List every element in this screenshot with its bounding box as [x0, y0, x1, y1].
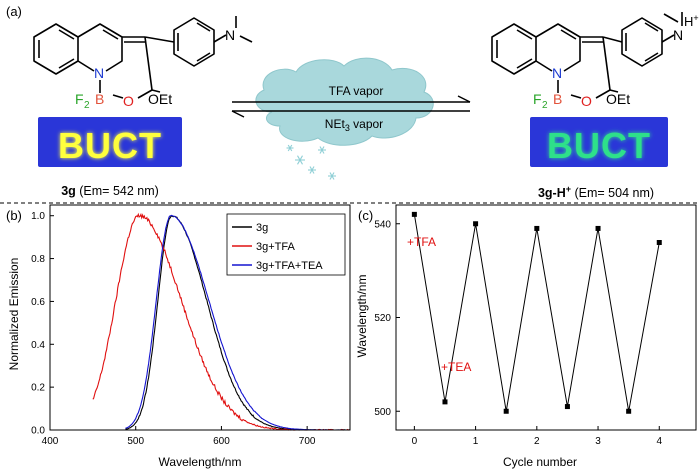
right-fluorescence-plate: BUCT [530, 117, 668, 167]
right-amine-n: N [673, 27, 683, 43]
panel-c-x-axis-label: Cycle number [503, 455, 577, 469]
panel-b-x-tick-label: 400 [42, 436, 59, 447]
panel-c-annotation-tea: +TEA [441, 360, 471, 374]
panel-c-data-point [656, 240, 662, 245]
panel-c-data-point [534, 225, 540, 231]
panel-c-x-tick-label: 0 [412, 436, 418, 447]
panel-c-data-point [411, 211, 417, 217]
right-molecule-atoms: N F 2 B O OEt N H+ [533, 13, 699, 111]
panel-c-data-point [564, 404, 570, 410]
panel-c-label: (c) [358, 208, 373, 223]
panel-a: (a) [6, 4, 699, 200]
left-fluorescence-plate: BUCT [38, 117, 182, 167]
left-plate-text: BUCT [58, 125, 162, 166]
panel-b-x-tick-label: 500 [127, 436, 144, 447]
left-amine-n: N [225, 27, 235, 43]
panel-c-ticks: 0 1 2 3 4 500 520 540 [374, 219, 662, 447]
right-f-atom: F [533, 91, 542, 107]
left-caption: 3g (Em= 542 nm) [61, 184, 159, 198]
right-o-atom: O [581, 93, 592, 109]
panel-c-data-point [626, 408, 632, 414]
panel-c-annotation-tfa: +TFA [407, 235, 436, 249]
panel-b-plot-frame [49, 204, 351, 431]
equilibrium-arrows [231, 95, 471, 118]
arrow-top-label: TFA vapor [329, 84, 384, 98]
panel-c-x-tick-label: 4 [656, 436, 662, 447]
panel-c-data-point [473, 221, 479, 227]
panel-b-legend-label: 3g+TFA [256, 241, 295, 253]
right-f-subscript: 2 [542, 100, 548, 111]
left-f-atom: F [75, 91, 84, 107]
panel-b-x-tick-label: 600 [213, 436, 230, 447]
panel-b-y-tick-label: 0.4 [31, 340, 45, 351]
panel-b-ticks: 400 500 600 700 0.0 0.2 0.4 0.6 0.8 1.0 [31, 211, 316, 447]
left-caption-compound: 3g [61, 184, 76, 198]
panel-b-x-tick-label: 700 [299, 436, 316, 447]
left-oet-group: OEt [148, 91, 172, 107]
panel-b-label: (b) [6, 208, 22, 223]
panel-c-series-line [413, 214, 660, 412]
panel-a-label: (a) [6, 4, 22, 19]
left-plate-background [38, 117, 182, 167]
panel-c-plot-frame [395, 204, 697, 431]
panel-b: (b) Normalized Emission Wavelength/nm 40… [6, 204, 351, 469]
panel-c-data-point [442, 399, 448, 405]
snowflake-icons [286, 144, 336, 180]
panel-c-y-tick-label: 500 [374, 407, 391, 418]
right-oet-group: OEt [606, 91, 630, 107]
panel-b-x-axis-label: Wavelength/nm [159, 455, 242, 469]
panel-b-y-tick-label: 0.8 [31, 254, 45, 265]
panel-b-y-tick-label: 0.2 [31, 383, 45, 394]
panel-c-y-tick-label: 520 [374, 313, 391, 324]
panel-c-data-point [595, 225, 601, 231]
left-molecule-atoms: N F 2 B O OEt N [75, 27, 235, 111]
right-n-atom: N [552, 65, 562, 81]
panel-b-legend-label: 3g [256, 222, 268, 234]
panel-c-y-tick-label: 540 [374, 219, 391, 230]
panel-c-y-axis-label: Wavelength/nm [355, 275, 369, 358]
right-proton: H+ [684, 13, 699, 29]
right-plate-background [530, 117, 668, 167]
right-caption: 3g-H+ (Em= 504 nm) [538, 184, 654, 200]
panel-c: (c) Wavelength/nm Cycle number 0 1 2 3 4 500 5… [355, 204, 697, 469]
panel-b-legend-label: 3g+TFA+TEA [256, 260, 323, 272]
left-caption-emission: (Em= 542 nm) [76, 184, 159, 198]
left-b-atom: B [95, 91, 104, 107]
panel-b-legend: 3g 3g+TFA 3g+TFA+TEA [226, 213, 346, 276]
panel-c-x-tick-label: 3 [595, 436, 601, 447]
panel-c-x-tick-label: 1 [473, 436, 479, 447]
right-plate-text: BUCT [547, 125, 651, 166]
left-molecule-structure [33, 16, 253, 99]
panel-b-y-tick-label: 0.0 [31, 426, 45, 437]
panel-c-data-point [503, 408, 509, 414]
right-b-atom: B [553, 91, 562, 107]
panel-b-y-tick-label: 1.0 [31, 211, 45, 222]
right-molecule-structure [491, 12, 683, 99]
left-o-atom: O [123, 93, 134, 109]
arrow-bottom-label: NEt3 vapor [325, 117, 383, 133]
panel-c-x-tick-label: 2 [534, 436, 540, 447]
left-n-atom: N [94, 65, 104, 81]
left-f-subscript: 2 [84, 100, 90, 111]
panel-b-y-tick-label: 0.6 [31, 297, 45, 308]
panel-b-y-axis-label: Normalized Emission [7, 258, 21, 371]
panel-c-series [411, 211, 662, 414]
